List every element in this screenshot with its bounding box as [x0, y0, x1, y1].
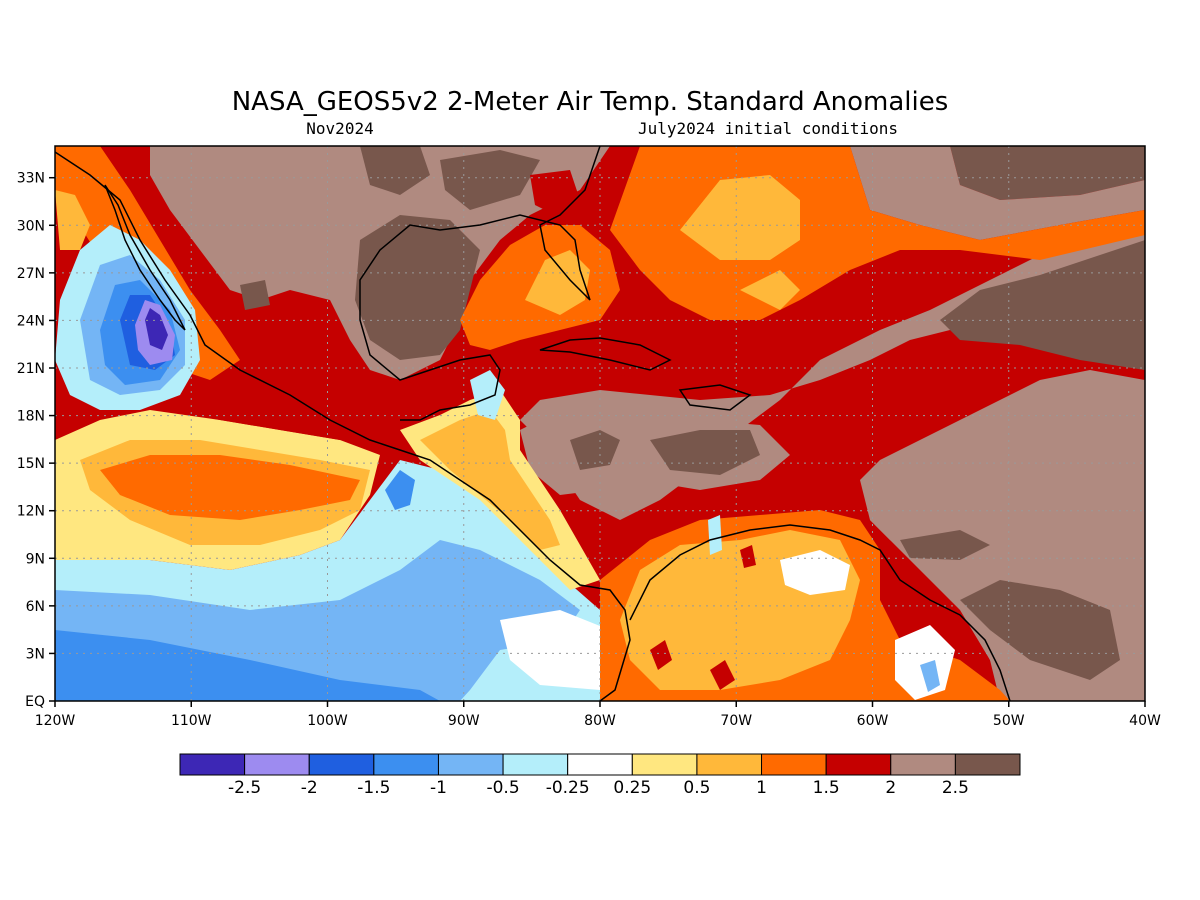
anomaly-area-white-guiana — [780, 550, 850, 595]
lon-tick-label: 110W — [171, 713, 212, 729]
anomaly-area-red-amazon-3 — [740, 545, 756, 568]
anomaly-area-brown-atlantic-1 — [940, 240, 1145, 370]
lat-tick-label: 3N — [26, 646, 45, 662]
lat-tick-label: 24N — [17, 313, 45, 329]
anomaly-area-gold-florida — [525, 250, 590, 315]
anomaly-area-lightblue-brazil — [920, 660, 940, 692]
lon-tick-label: 40W — [1129, 713, 1161, 729]
initial-conditions: July2024 initial conditions — [638, 119, 898, 138]
lat-tick-label: EQ — [25, 694, 45, 710]
lon-tick-label: 50W — [993, 713, 1025, 729]
anomaly-area-brown-mexico — [240, 280, 270, 310]
anomaly-area-blue-central-america — [385, 470, 415, 510]
lat-tick-label: 9N — [26, 551, 45, 567]
coastline-cuba — [539, 337, 672, 371]
anomaly-area-deep-orange-pacific — [100, 455, 360, 520]
anomaly-field — [55, 146, 1145, 701]
anomaly-area-white-brazil — [895, 625, 955, 700]
coastlines — [55, 146, 1011, 701]
lat-tick-label: 27N — [17, 266, 45, 282]
colorbar-swatch — [890, 753, 956, 776]
anomaly-area-gold-baja — [55, 190, 90, 250]
colorbar-swatch — [696, 753, 763, 776]
anomaly-area-orange-central-america — [420, 410, 560, 550]
lat-tick-label: 12N — [17, 504, 45, 520]
lat-tick-label: 30N — [17, 218, 45, 234]
colorbar-label: -0.25 — [546, 778, 590, 798]
colorbar-label: 2 — [885, 778, 896, 798]
colorbar-swatch — [954, 753, 1021, 776]
coastline-south-america — [629, 524, 1011, 701]
anomaly-area-indigo-baja-pool — [145, 308, 168, 350]
anomaly-area-cyan-venezuela — [708, 515, 722, 555]
anomaly-area-gold-atlantic-2 — [740, 270, 800, 310]
anomaly-area-white-equatorial — [500, 610, 630, 690]
lat-tick-label: 21N — [17, 361, 45, 377]
graticule — [55, 146, 1145, 701]
colorbar: -2.5 -2 -1.5 -1 -0.5 -0.25 0.25 0.5 1 1.5 2 2.5 — [179, 753, 1021, 798]
coastline-gulf — [359, 146, 601, 421]
colorbar-label: -0.5 — [486, 778, 519, 798]
colorbar-swatch — [437, 753, 504, 776]
lat-tick-label: 18N — [17, 409, 45, 425]
lat-tick-label: 33N — [17, 171, 45, 187]
lon-tick-label: 90W — [448, 713, 480, 729]
colorbar-swatch — [761, 753, 827, 776]
axis-ticks: 120W 110W 100W 90W 80W 70W 60W 50W 40W EQ 3N 6N 9N 12… — [17, 171, 1161, 729]
colorbar-label: 1.5 — [813, 778, 840, 798]
forecast-month: Nov2024 — [306, 119, 373, 138]
colorbar-label: -2 — [301, 778, 318, 798]
colorbar-swatch — [502, 753, 569, 776]
lon-tick-label: 120W — [35, 713, 76, 729]
coastline-baja — [104, 184, 186, 331]
anomaly-area-gold-atlantic — [680, 175, 800, 260]
anomaly-area-brown-texas — [360, 146, 430, 195]
anomaly-area-brown-caribbean-2 — [650, 430, 760, 475]
colorbar-label: -2.5 — [228, 778, 261, 798]
lat-tick-label: 15N — [17, 456, 45, 472]
colorbar-swatch — [825, 753, 892, 776]
anomaly-area-brown-caribbean-1 — [570, 430, 620, 470]
colorbar-swatch — [373, 753, 439, 776]
anomaly-area-red-cuba — [540, 335, 720, 385]
anomaly-area-red-amazon-2 — [710, 660, 735, 690]
colorbar-label: 1 — [756, 778, 767, 798]
anomaly-area-brown-southeast — [440, 150, 540, 210]
anomaly-area-blue-equatorial — [55, 630, 440, 701]
colorbar-swatch — [567, 753, 633, 776]
lon-tick-label: 70W — [720, 713, 752, 729]
coastline-mexico-pacific — [55, 151, 631, 701]
anomaly-area-brown-atlantic-2 — [960, 580, 1120, 680]
colorbar-label: 0.25 — [613, 778, 651, 798]
anomaly-area-red-southeast-us — [530, 170, 580, 215]
anomaly-area-brown-caribbean-3 — [900, 530, 990, 560]
lon-tick-label: 60W — [857, 713, 889, 729]
lon-tick-label: 100W — [307, 713, 348, 729]
colorbar-swatch — [631, 753, 698, 776]
lon-tick-label: 80W — [584, 713, 616, 729]
lat-tick-label: 6N — [26, 599, 45, 615]
anomaly-area-brown-atlantic-3 — [950, 146, 1145, 200]
map-title: NASA_GEOS5v2 2-Meter Air Temp. Standard … — [232, 87, 949, 117]
colorbar-label: 2.5 — [942, 778, 969, 798]
anomaly-area-red-amazon-1 — [650, 640, 672, 670]
colorbar-label: 0.5 — [683, 778, 710, 798]
colorbar-label: -1 — [430, 778, 447, 798]
colorbar-swatch — [308, 753, 375, 776]
colorbar-swatch — [244, 753, 310, 776]
coastline-hispaniola — [678, 384, 752, 411]
colorbar-swatch — [179, 753, 246, 776]
anomaly-area-brown-gulf — [355, 215, 480, 360]
anomaly-area-tan-atlantic-north — [850, 146, 1145, 240]
anomaly-area-cyan-yucatan — [470, 370, 505, 420]
colorbar-label: -1.5 — [357, 778, 390, 798]
